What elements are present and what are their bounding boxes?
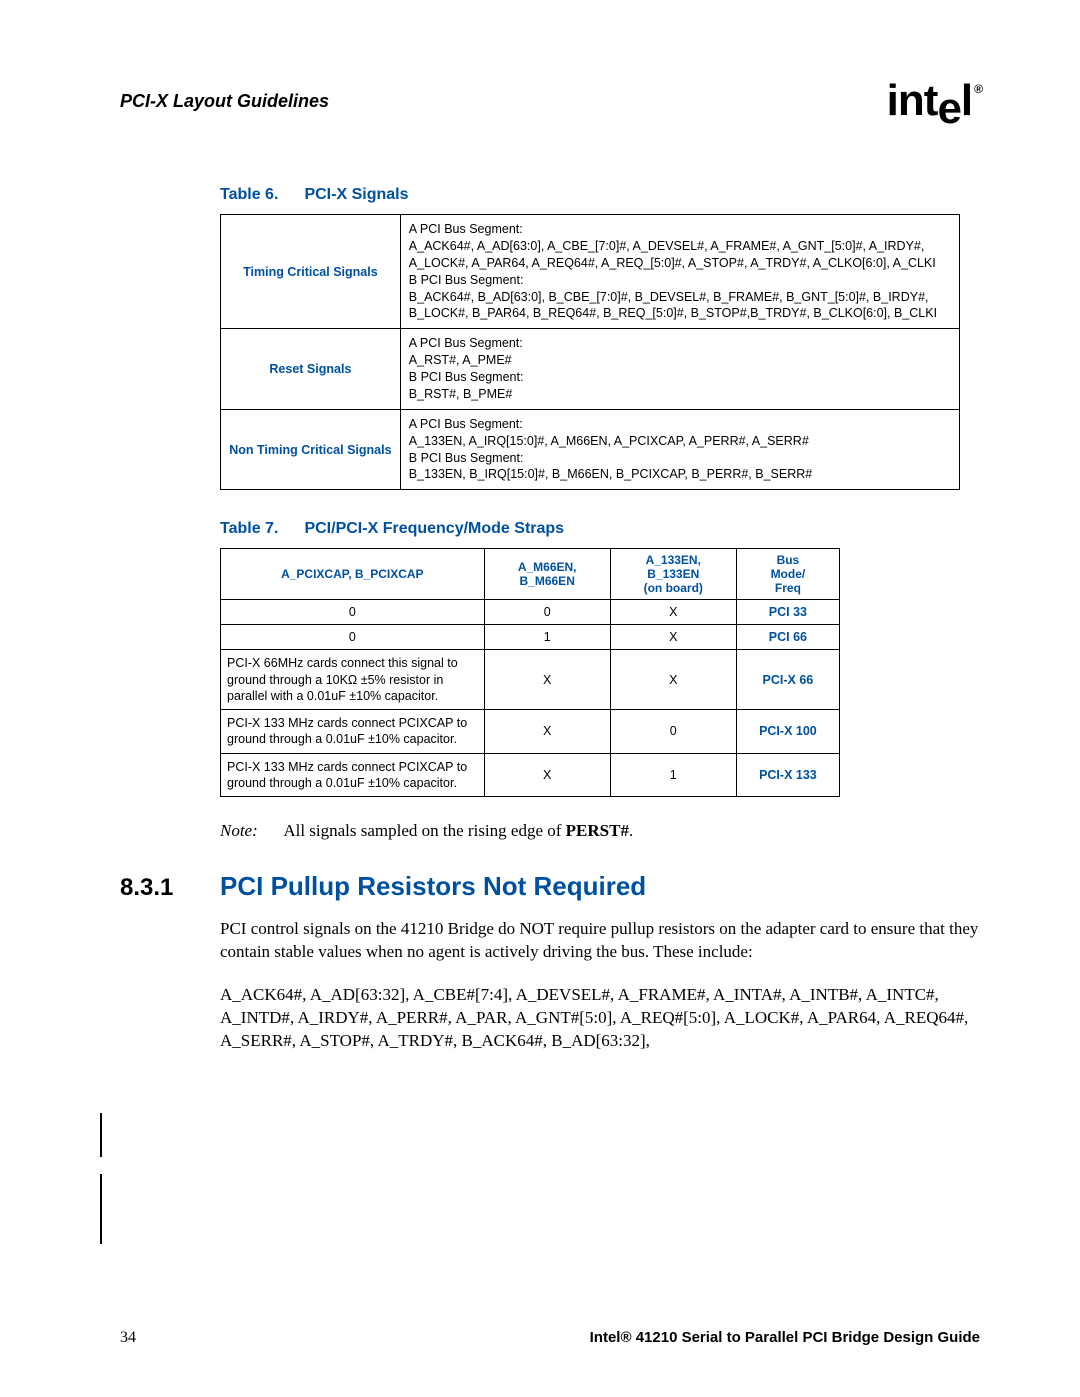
cell: PCI-X 66MHz cards connect this signal to… bbox=[221, 650, 485, 710]
table6-caption-label: Table 6. bbox=[220, 186, 300, 204]
body-paragraph: A_ACK64#, A_AD[63:32], A_CBE#[7:4], A_DE… bbox=[220, 984, 980, 1053]
footer-title: Intel® 41210 Serial to Parallel PCI Brid… bbox=[590, 1329, 980, 1346]
cell: X bbox=[610, 625, 736, 650]
cell-mode: PCI-X 100 bbox=[736, 710, 839, 754]
cell: X bbox=[484, 650, 610, 710]
cell: 0 bbox=[484, 600, 610, 625]
change-bar-icon bbox=[100, 1113, 102, 1157]
intel-logo: intel® bbox=[887, 76, 980, 126]
cell: 0 bbox=[610, 710, 736, 754]
note: Note: All signals sampled on the rising … bbox=[220, 821, 980, 841]
cell: 1 bbox=[610, 753, 736, 797]
table-header-row: A_PCIXCAP, B_PCIXCAP A_M66EN, B_M66EN A_… bbox=[221, 549, 840, 600]
table-row: Timing Critical Signals A PCI Bus Segmen… bbox=[221, 215, 960, 329]
cell: PCI-X 133 MHz cards connect PCIXCAP to g… bbox=[221, 753, 485, 797]
table6-row-label: Reset Signals bbox=[221, 329, 401, 410]
table7-header: A_PCIXCAP, B_PCIXCAP bbox=[221, 549, 485, 600]
cell: X bbox=[610, 650, 736, 710]
section-heading: 8.3.1 PCI Pullup Resistors Not Required bbox=[120, 871, 980, 902]
table7-caption: Table 7. PCI/PCI-X Frequency/Mode Straps bbox=[220, 520, 980, 538]
table6-row-label: Timing Critical Signals bbox=[221, 215, 401, 329]
cell-mode: PCI 66 bbox=[736, 625, 839, 650]
table7-header: Bus Mode/ Freq bbox=[736, 549, 839, 600]
table6-row-body: A PCI Bus Segment: A_ACK64#, A_AD[63:0],… bbox=[400, 215, 959, 329]
table-row: Reset Signals A PCI Bus Segment: A_RST#,… bbox=[221, 329, 960, 410]
table6: Timing Critical Signals A PCI Bus Segmen… bbox=[220, 214, 960, 490]
table7-header: A_M66EN, B_M66EN bbox=[484, 549, 610, 600]
page: PCI-X Layout Guidelines intel® Table 6. … bbox=[0, 0, 1080, 1397]
table-row: PCI-X 66MHz cards connect this signal to… bbox=[221, 650, 840, 710]
cell: X bbox=[484, 710, 610, 754]
body-paragraph: PCI control signals on the 41210 Bridge … bbox=[220, 918, 980, 964]
note-label: Note: bbox=[220, 821, 280, 841]
cell-mode: PCI 33 bbox=[736, 600, 839, 625]
page-header: PCI-X Layout Guidelines intel® bbox=[120, 76, 980, 126]
table7: A_PCIXCAP, B_PCIXCAP A_M66EN, B_M66EN A_… bbox=[220, 548, 840, 797]
cell-mode: PCI-X 133 bbox=[736, 753, 839, 797]
cell: 1 bbox=[484, 625, 610, 650]
table7-caption-title: PCI/PCI-X Frequency/Mode Straps bbox=[304, 520, 564, 537]
table6-row-body: A PCI Bus Segment: A_RST#, A_PME# B PCI … bbox=[400, 329, 959, 410]
cell: X bbox=[484, 753, 610, 797]
table-row: 0 0 X PCI 33 bbox=[221, 600, 840, 625]
section-title: PCI Pullup Resistors Not Required bbox=[220, 871, 646, 902]
change-bar-icon bbox=[100, 1174, 102, 1244]
table-row: Non Timing Critical Signals A PCI Bus Se… bbox=[221, 409, 960, 490]
table6-row-body: A PCI Bus Segment: A_133EN, A_IRQ[15:0]#… bbox=[400, 409, 959, 490]
section-number: 8.3.1 bbox=[120, 874, 220, 902]
table6-row-label: Non Timing Critical Signals bbox=[221, 409, 401, 490]
cell-mode: PCI-X 66 bbox=[736, 650, 839, 710]
note-text: All signals sampled on the rising edge o… bbox=[283, 821, 633, 840]
cell: X bbox=[610, 600, 736, 625]
cell: 0 bbox=[221, 625, 485, 650]
table7-header: A_133EN, B_133EN (on board) bbox=[610, 549, 736, 600]
table-row: 0 1 X PCI 66 bbox=[221, 625, 840, 650]
table6-caption: Table 6. PCI-X Signals bbox=[220, 186, 980, 204]
table7-caption-label: Table 7. bbox=[220, 520, 300, 538]
table-row: PCI-X 133 MHz cards connect PCIXCAP to g… bbox=[221, 710, 840, 754]
page-number: 34 bbox=[120, 1329, 136, 1347]
page-footer: 34 Intel® 41210 Serial to Parallel PCI B… bbox=[120, 1329, 980, 1347]
header-title: PCI-X Layout Guidelines bbox=[120, 91, 329, 112]
cell: 0 bbox=[221, 600, 485, 625]
table6-caption-title: PCI-X Signals bbox=[304, 186, 408, 203]
cell: PCI-X 133 MHz cards connect PCIXCAP to g… bbox=[221, 710, 485, 754]
registered-icon: ® bbox=[974, 82, 982, 96]
table-row: PCI-X 133 MHz cards connect PCIXCAP to g… bbox=[221, 753, 840, 797]
